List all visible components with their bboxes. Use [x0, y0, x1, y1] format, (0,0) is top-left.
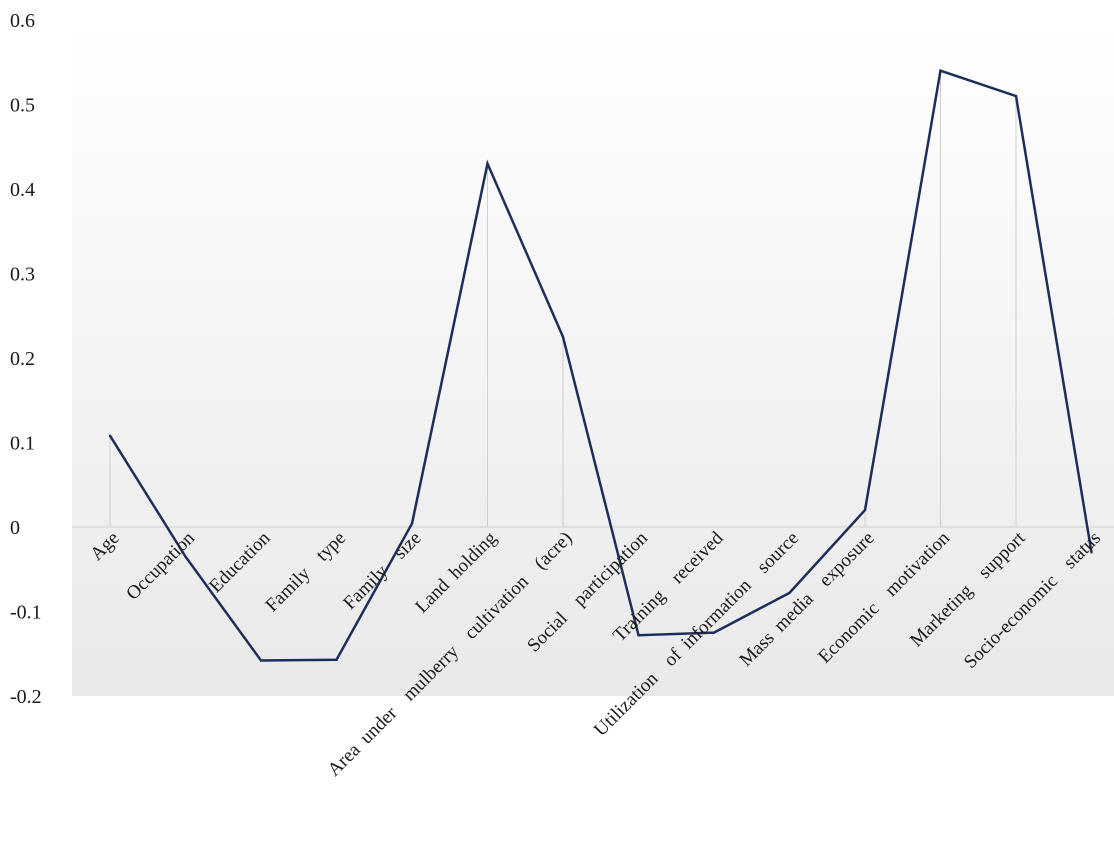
data-point — [637, 633, 640, 637]
y-tick-label: 0.1 — [10, 433, 35, 455]
data-point — [410, 522, 414, 525]
data-point — [1090, 551, 1093, 554]
data-point — [486, 162, 489, 165]
data-point — [335, 658, 338, 661]
series-line — [108, 69, 1093, 662]
y-tick-label: 0.6 — [10, 10, 35, 32]
data-point — [108, 434, 112, 437]
data-point — [259, 659, 263, 662]
y-tick-label: 0.4 — [10, 179, 35, 201]
gridlines — [109, 70, 1017, 527]
data-series — [108, 69, 1093, 662]
y-tick-label: 0 — [10, 517, 20, 539]
data-point — [939, 69, 942, 72]
y-tick-label: -0.2 — [10, 686, 42, 708]
data-point — [863, 508, 867, 512]
y-tick-label: 0.5 — [10, 95, 35, 117]
y-tick-label: -0.1 — [10, 602, 42, 624]
y-tick-label: 0.3 — [10, 264, 35, 286]
data-point — [1014, 94, 1018, 98]
data-point — [712, 631, 716, 634]
data-point — [788, 591, 791, 595]
data-point — [561, 335, 565, 339]
data-point — [184, 555, 187, 558]
y-axis: 0.6 0.5 0.4 0.3 0.2 0.1 0 -0.1 -0.2 — [10, 10, 42, 708]
y-tick-label: 0.2 — [10, 348, 35, 370]
